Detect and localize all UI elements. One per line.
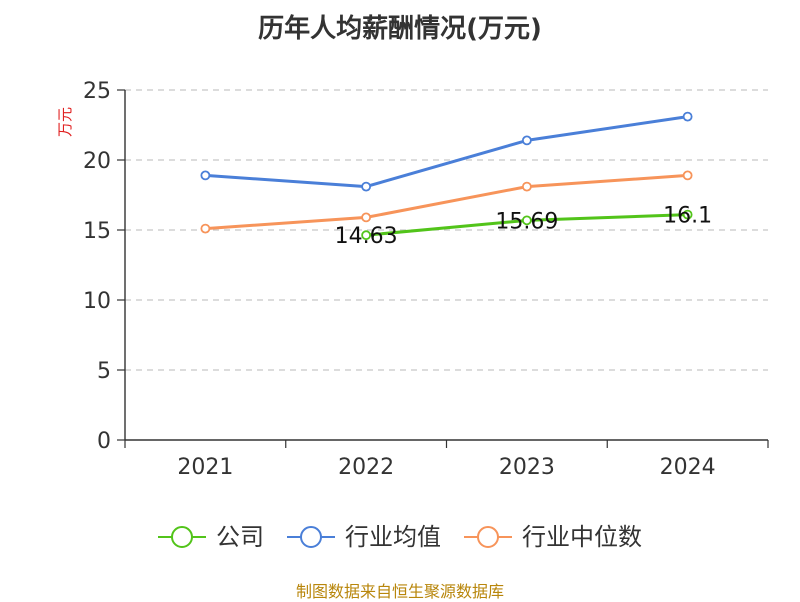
x-tick-label: 2022 [338,455,394,480]
data-label: 14.63 [335,224,398,249]
x-tick-label: 2021 [177,455,233,480]
legend-label: 公司 [216,523,264,551]
y-axis-label: 万元 [56,107,74,137]
grid-lines [125,89,768,371]
data-point[interactable] [521,215,532,226]
y-tick-label: 10 [83,289,111,314]
series-line-2 [205,173,688,231]
data-labels: 14.63 15.69 16.1 [335,204,712,250]
y-tick-label: 25 [83,79,111,104]
legend-label: 行业均值 [345,523,441,551]
data-point[interactable] [521,135,532,146]
data-point[interactable] [682,170,693,181]
y-tick-label: 0 [97,429,111,454]
legend-item-2[interactable]: 行业中位数 [464,523,642,551]
legend-marker [171,526,193,548]
data-point[interactable] [682,111,693,122]
data-point[interactable] [200,170,211,181]
x-tick-label: 2024 [660,455,716,480]
legend[interactable]: 公司 行业均值 行业中位数 [158,523,642,551]
data-point[interactable] [521,181,532,192]
chart-title: 历年人均薪酬情况(万元) [258,14,542,44]
data-label: 15.69 [495,209,558,234]
legend-marker [477,526,499,548]
series-line-1 [205,115,688,189]
data-point[interactable] [361,212,372,223]
axes: 0 5 10 15 20 25 2021 2022 2023 2024 [83,79,769,480]
legend-item-1[interactable]: 行业均值 [287,523,441,551]
legend-item-0[interactable]: 公司 [158,523,264,551]
y-tick-label: 20 [83,149,111,174]
data-point[interactable] [361,181,372,192]
data-point[interactable] [682,209,693,220]
legend-label: 行业中位数 [522,523,642,551]
y-tick-label: 5 [97,359,111,384]
data-label: 16.1 [663,204,712,229]
x-tick-label: 2023 [499,455,555,480]
data-point[interactable] [200,223,211,234]
source-note: 制图数据来自恒生聚源数据库 [295,582,504,601]
data-point[interactable] [361,230,372,241]
y-tick-label: 15 [83,219,111,244]
legend-marker [300,526,322,548]
series-lines [200,111,693,241]
